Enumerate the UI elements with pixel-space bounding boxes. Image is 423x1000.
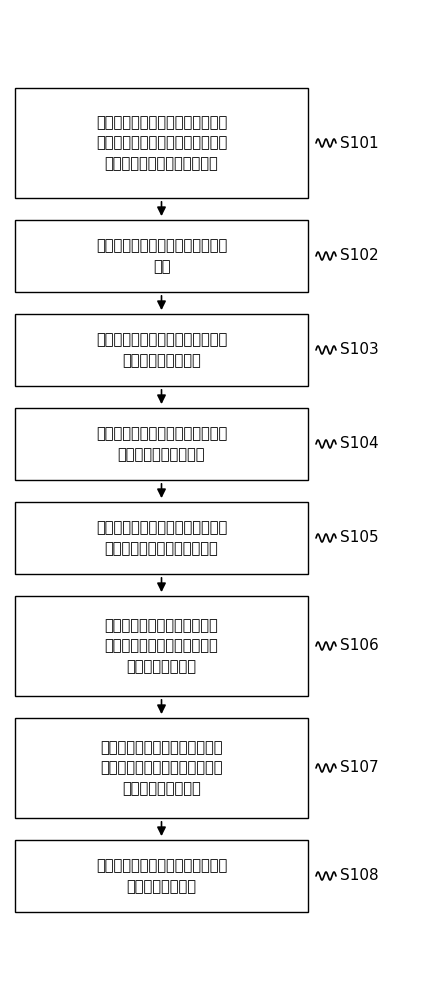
Text: S101: S101	[340, 135, 379, 150]
Bar	[15, 408, 308, 480]
Bar	[15, 596, 308, 696]
Bar	[15, 718, 308, 818]
Text: S105: S105	[340, 530, 379, 546]
Text: 根据接收优度评价参数对应的
优化模式计算可选接收组合的
中心点的接收优度: 根据接收优度评价参数对应的 优化模式计算可选接收组合的 中心点的接收优度	[104, 618, 218, 674]
Text: S107: S107	[340, 760, 379, 776]
Text: 根据接收优度及组合展开度筛选最
佳接收组合中心点: 根据接收优度及组合展开度筛选最 佳接收组合中心点	[96, 858, 227, 894]
Text: 根据可选接收组合的组合面积及
组合高差限制的最大按比例展开
面积计算组合展开度: 根据可选接收组合的组合面积及 组合高差限制的最大按比例展开 面积计算组合展开度	[100, 740, 223, 796]
Text: S103: S103	[340, 342, 379, 358]
Text: 根据偏移限制参数确定可实施接收
点中的可选接收组合的中心点: 根据偏移限制参数确定可实施接收 点中的可选接收组合的中心点	[96, 520, 227, 556]
Bar	[15, 314, 308, 386]
Bar	[15, 502, 308, 574]
Bar	[15, 88, 308, 198]
Text: 根据正射遥感影像和数字高程模型
获取接收优度评价参数，并根据正
射遥感影像确定强制规避范围: 根据正射遥感影像和数字高程模型 获取接收优度评价参数，并根据正 射遥感影像确定强…	[96, 115, 227, 171]
Text: S106: S106	[340, 639, 379, 654]
Text: S102: S102	[340, 248, 379, 263]
Text: 根据地震工程采集参数计算理论接
收点: 根据地震工程采集参数计算理论接 收点	[96, 238, 227, 274]
Bar	[15, 840, 308, 912]
Text: S104: S104	[340, 436, 379, 452]
Text: 根据强制规避范围确定理论接收点
是否为可实施接收点: 根据强制规避范围确定理论接收点 是否为可实施接收点	[96, 332, 227, 368]
Text: 根据地震工程采集参数计算可实施
接收点的偏移限制参数: 根据地震工程采集参数计算可实施 接收点的偏移限制参数	[96, 426, 227, 462]
Bar	[15, 220, 308, 292]
Text: S108: S108	[340, 868, 379, 884]
